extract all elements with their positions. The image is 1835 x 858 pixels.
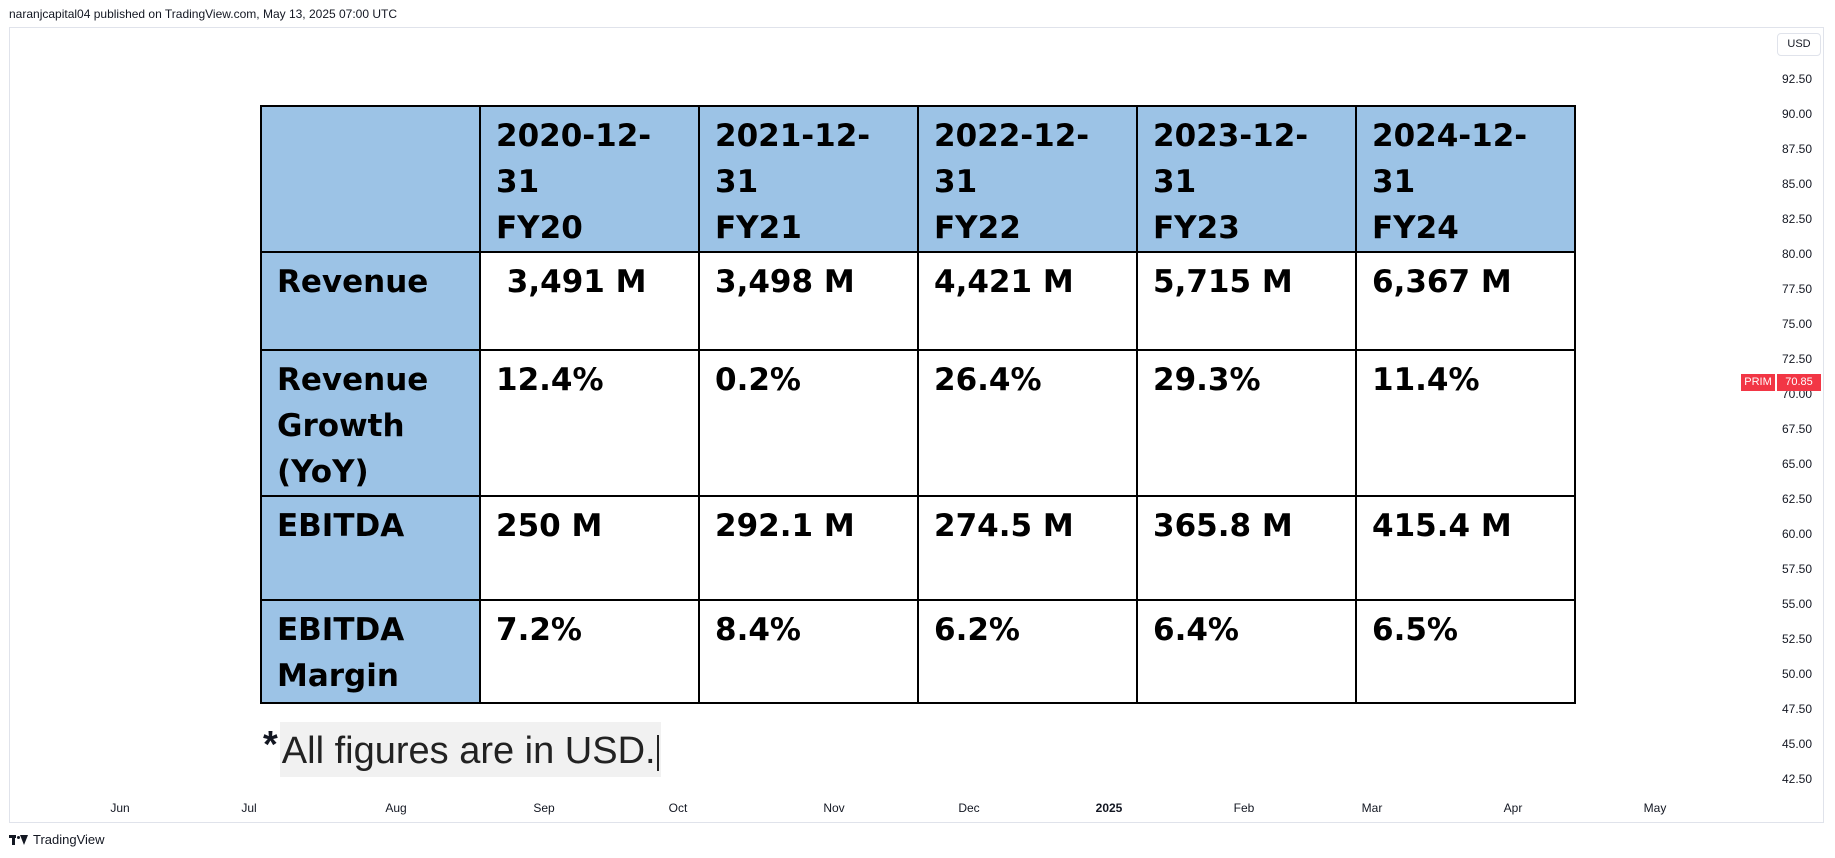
- table-header-cell: 2022-12-31 FY22: [917, 105, 1138, 253]
- table-row: Revenue Growth (YoY) 12.4% 0.2% 26.4% 29…: [260, 349, 1576, 497]
- price-tick-label: 87.50: [1782, 142, 1813, 156]
- value-cell: 29.3%: [1136, 349, 1357, 497]
- value-cell: 11.4%: [1355, 349, 1576, 497]
- price-tick-label: 62.50: [1782, 492, 1813, 506]
- time-tick-label: Dec: [958, 801, 980, 815]
- tradingview-logo-icon: [9, 834, 29, 846]
- value-cell: 26.4%: [917, 349, 1138, 497]
- price-tick-label: 65.00: [1782, 457, 1813, 471]
- price-tick-label: 45.00: [1782, 737, 1813, 751]
- table-corner-cell: [260, 105, 481, 253]
- row-label-cell: Revenue Growth (YoY): [260, 349, 481, 497]
- last-price-tag: 70.85: [1777, 374, 1821, 391]
- header-fy: FY24: [1372, 210, 1459, 246]
- table-row: EBITDA Margin 7.2% 8.4% 6.2% 6.4% 6.5%: [260, 599, 1576, 704]
- price-tick-label: 72.50: [1782, 352, 1813, 366]
- price-tick-label: 60.00: [1782, 527, 1813, 541]
- value-cell: 415.4 M: [1355, 495, 1576, 601]
- time-tick-label: Oct: [668, 801, 688, 815]
- table-header-row: 2020-12-31 FY20 2021-12-31 FY21 2022-12-…: [260, 105, 1576, 253]
- header-date: 2021-12-31: [715, 118, 871, 200]
- value-cell: 274.5 M: [917, 495, 1138, 601]
- time-tick-label: 2025: [1095, 801, 1123, 815]
- price-tick-label: 67.50: [1782, 422, 1813, 436]
- footer-brand[interactable]: TradingView: [9, 832, 105, 847]
- header-fy: FY20: [496, 210, 583, 246]
- header-fy: FY21: [715, 210, 802, 246]
- header-date: 2024-12-31: [1372, 118, 1528, 200]
- value-cell: 12.4%: [479, 349, 700, 497]
- value-cell: 0.2%: [698, 349, 919, 497]
- table-row: Revenue 3,491 M 3,498 M 4,421 M 5,715 M …: [260, 251, 1576, 351]
- value-cell: 5,715 M: [1136, 251, 1357, 351]
- table-header-cell: 2020-12-31 FY20: [479, 105, 700, 253]
- value-cell: 6.5%: [1355, 599, 1576, 704]
- price-tick-label: 47.50: [1782, 702, 1813, 716]
- value-cell: 4,421 M: [917, 251, 1138, 351]
- header-date: 2022-12-31: [934, 118, 1090, 200]
- time-tick-label: Apr: [1503, 801, 1523, 815]
- header-fy: FY22: [934, 210, 1021, 246]
- table-header-cell: 2021-12-31 FY21: [698, 105, 919, 253]
- value-cell: 6.2%: [917, 599, 1138, 704]
- header-date: 2020-12-31: [496, 118, 652, 200]
- time-tick-label: Jul: [241, 801, 257, 815]
- value-cell: 3,498 M: [698, 251, 919, 351]
- value-cell: 250 M: [479, 495, 700, 601]
- table-row: EBITDA 250 M 292.1 M 274.5 M 365.8 M 415…: [260, 495, 1576, 601]
- symbol-tag: PRIM: [1741, 374, 1775, 391]
- price-tick-label: 77.50: [1782, 282, 1813, 296]
- time-tick-label: May: [1643, 801, 1667, 815]
- price-tick-label: 52.50: [1782, 632, 1813, 646]
- table-header-cell: 2023-12-31 FY23: [1136, 105, 1357, 253]
- published-byline: naranjcapital04 published on TradingView…: [9, 7, 398, 21]
- price-tick-label: 55.00: [1782, 597, 1813, 611]
- time-tick-label: Sep: [533, 801, 555, 815]
- price-tick-label: 92.50: [1782, 72, 1813, 86]
- time-tick-label: Jun: [110, 801, 130, 815]
- text-cursor: [656, 734, 659, 771]
- price-tick-label: 75.00: [1782, 317, 1813, 331]
- value-cell: 8.4%: [698, 599, 919, 704]
- row-label-cell: EBITDA Margin: [260, 599, 481, 704]
- currency-button[interactable]: USD: [1777, 33, 1821, 56]
- row-label-cell: Revenue: [260, 251, 481, 351]
- header-fy: FY23: [1153, 210, 1240, 246]
- price-tick-label: 80.00: [1782, 247, 1813, 261]
- footnote-text: All figures are in USD.: [279, 722, 661, 777]
- value-cell: 365.8 M: [1136, 495, 1357, 601]
- value-cell: 6,367 M: [1355, 251, 1576, 351]
- footnote: * All figures are in USD.: [263, 722, 661, 780]
- value-cell: 292.1 M: [698, 495, 919, 601]
- footnote-asterisk: *: [263, 724, 278, 766]
- brand-name: TradingView: [33, 832, 105, 847]
- value-cell: 6.4%: [1136, 599, 1357, 704]
- time-tick-label: Aug: [385, 801, 407, 815]
- time-tick-label: Nov: [823, 801, 845, 815]
- price-tick-label: 57.50: [1782, 562, 1813, 576]
- financials-table-image: 2020-12-31 FY20 2021-12-31 FY21 2022-12-…: [260, 105, 1576, 704]
- table-header-cell: 2024-12-31 FY24: [1355, 105, 1576, 253]
- time-tick-label: Feb: [1233, 801, 1255, 815]
- price-tick-label: 42.50: [1782, 772, 1813, 786]
- price-tick-label: 85.00: [1782, 177, 1813, 191]
- price-tick-label: 90.00: [1782, 107, 1813, 121]
- row-label-cell: EBITDA: [260, 495, 481, 601]
- value-cell: 3,491 M: [479, 251, 700, 351]
- price-tick-label: 50.00: [1782, 667, 1813, 681]
- value-cell: 7.2%: [479, 599, 700, 704]
- header-date: 2023-12-31: [1153, 118, 1309, 200]
- price-tick-label: 82.50: [1782, 212, 1813, 226]
- time-tick-label: Mar: [1361, 801, 1383, 815]
- chart-pane[interactable]: [9, 27, 1824, 823]
